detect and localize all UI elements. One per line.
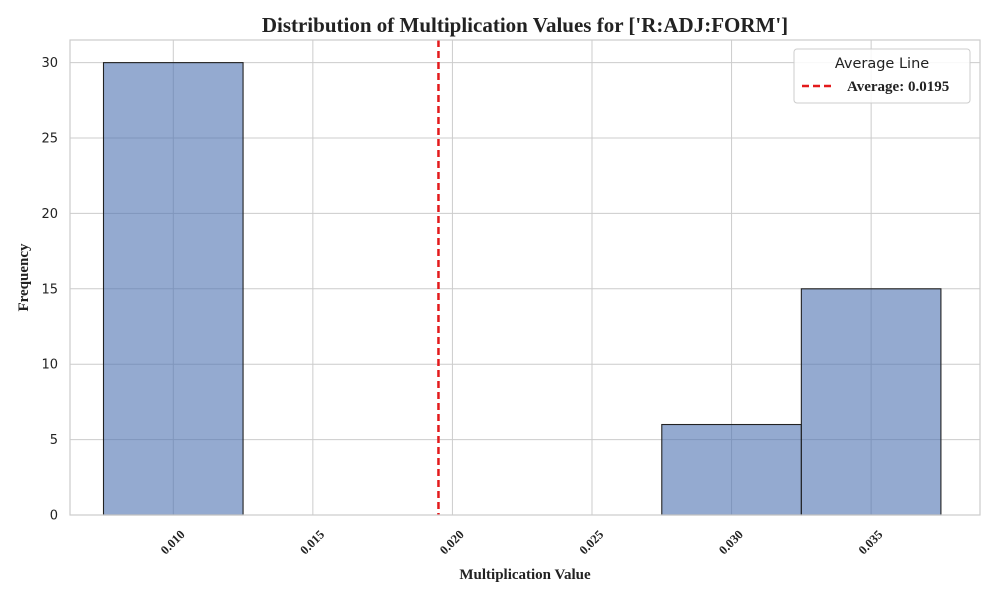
- chart-title: Distribution of Multiplication Values fo…: [262, 13, 788, 37]
- y-tick-label: 5: [50, 433, 58, 448]
- y-tick-label: 0: [50, 509, 58, 524]
- legend-entry-average: Average: 0.0195: [847, 79, 949, 95]
- legend: Average Line Average: 0.0195: [793, 48, 971, 104]
- y-tick-label: 10: [41, 358, 58, 373]
- legend-box: [793, 48, 971, 104]
- x-tick-label: 0.010: [158, 527, 188, 557]
- x-tick-label: 0.030: [716, 527, 746, 557]
- histogram-bar: [102, 62, 244, 516]
- histogram-bar: [661, 423, 802, 516]
- x-tick-label: 0.020: [437, 527, 467, 557]
- y-axis-label: Frequency: [16, 243, 32, 312]
- bars-layer: [102, 62, 942, 516]
- x-tick-label: 0.035: [856, 527, 886, 557]
- legend-title: Average Line: [835, 56, 929, 72]
- x-tick-label: 0.025: [577, 527, 607, 557]
- plot-frame: [69, 39, 981, 516]
- histogram-bar: [800, 288, 942, 516]
- x-tick-label: 0.015: [297, 527, 327, 557]
- x-axis-label: Multiplication Value: [459, 567, 591, 583]
- y-tick-label: 15: [41, 282, 58, 297]
- y-tick-label: 25: [41, 132, 58, 147]
- y-tick-label: 30: [41, 56, 58, 71]
- y-tick-label: 20: [41, 207, 58, 222]
